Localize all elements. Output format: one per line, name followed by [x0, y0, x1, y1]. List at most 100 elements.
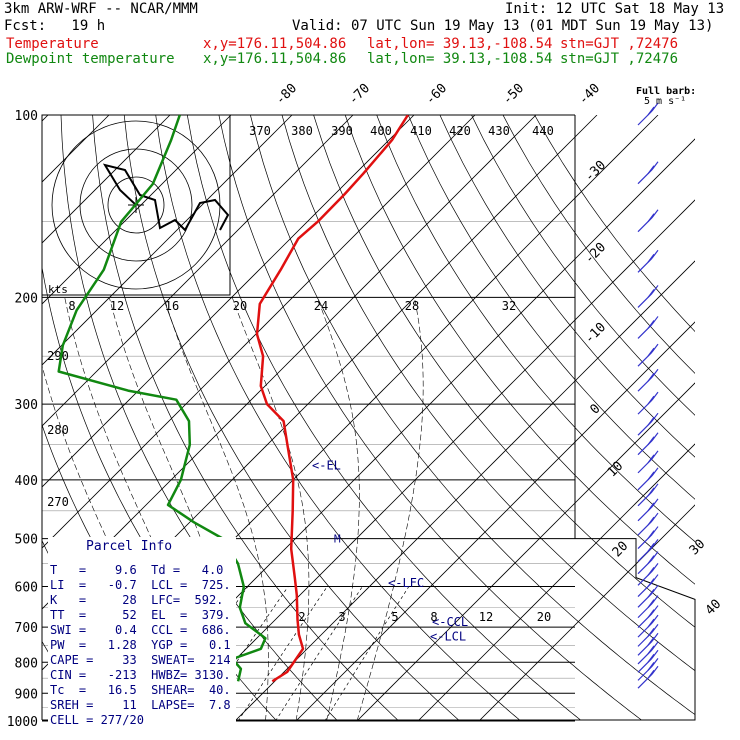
parcel-marker: M: [334, 533, 341, 546]
wind-barb: [637, 368, 659, 392]
hodograph-speed-label: 16: [165, 299, 179, 313]
theta-label: 410: [410, 124, 432, 138]
isotherm-label: -10: [582, 320, 609, 347]
parcel-info-row: CAPE = 33 SWEAT= 214: [50, 653, 231, 667]
level-marker-el: <-EL: [312, 459, 341, 473]
isotherm-label: -80: [273, 81, 300, 108]
wind-barb: [637, 285, 659, 308]
pressure-tick-label: 900: [15, 687, 38, 702]
parcel-info-row: Tc = 16.5 SHEAR= 40.: [50, 683, 231, 697]
dry-adiabat: [407, 115, 695, 500]
dry-adiabat: [344, 115, 695, 585]
dry-adiabat: [534, 115, 695, 332]
hodograph-speed-label: 32: [502, 299, 516, 313]
hodograph-speed-label: 28: [405, 299, 419, 313]
isotherm-line: [479, 504, 695, 720]
pressure-tick-label: 600: [15, 581, 38, 596]
parcel-info-row: SWI = 0.4 CCL = 686.: [50, 623, 231, 637]
parcel-info-row: PW = 1.28 YGP = 0.1: [50, 638, 231, 652]
mixing-ratio-label: 8: [430, 610, 437, 624]
isotherm-line: [357, 382, 695, 720]
wind-barb: [637, 483, 659, 507]
series-line-dewpoint: [57, 115, 267, 682]
temperature-xy: x,y=176.11,504.86: [203, 36, 347, 52]
wind-barb: [637, 512, 659, 536]
dry-adiabat: [123, 115, 460, 720]
wind-barbs: [637, 102, 659, 689]
theta-label: 400: [370, 124, 392, 138]
wind-barb: [637, 624, 659, 647]
hodograph-speed-label: 24: [314, 299, 328, 313]
mixing-ratio-label: 5: [391, 610, 398, 624]
dry-adiabat: [218, 115, 643, 720]
wind-barb: [637, 641, 659, 665]
parcel-info-row: SREH = 11 LAPSE= 7.8: [50, 698, 231, 712]
theta-label: 380: [291, 124, 313, 138]
wind-barb: [637, 665, 659, 689]
barb-legend-units: 5 m s⁻¹: [644, 96, 686, 107]
isotherm-line: [235, 260, 695, 720]
theta-label: 420: [449, 124, 471, 138]
dewpoint-latlon: lat,lon= 39.13,-108.54: [367, 51, 553, 67]
dewpoint-station: stn=GJT ,72476: [560, 51, 679, 67]
wind-barb: [637, 450, 659, 474]
wind-barb: [637, 209, 659, 233]
isotherm-line: [418, 443, 695, 720]
isotherm-label: 20: [610, 539, 632, 561]
dry-adiabat: [502, 115, 695, 374]
level-marker-lfc: <-LFC: [388, 576, 424, 590]
wind-barb: [637, 605, 659, 628]
wind-barb: [637, 526, 659, 550]
wind-barb: [637, 584, 659, 608]
level-marker-ccl: <-CCL: [432, 615, 468, 629]
hodograph-speed-label: 20: [233, 299, 247, 313]
mixing-ratio-line: [238, 586, 328, 720]
wind-barb: [637, 562, 659, 586]
pressure-tick-label: 400: [15, 474, 38, 489]
isotherm-label: -40: [576, 81, 603, 108]
isotherm-label: -50: [500, 81, 527, 108]
wind-barb: [637, 391, 659, 415]
isotherm-line: [42, 115, 232, 305]
isotherm-label: 30: [687, 537, 709, 559]
parcel-info-row: LI = -0.7 LCL = 725.: [50, 578, 231, 592]
wind-barb: [637, 467, 659, 491]
parcel-info-box: Parcel Info T = 9.6 Td = 4.0 LI = -0.7 L…: [48, 537, 236, 729]
parcel-info-row: TT = 52 EL = 379.: [50, 608, 231, 622]
barb-legend-title: Full barb:: [636, 86, 696, 97]
pressure-tick-label: 200: [15, 291, 38, 306]
hodograph-units: kts: [48, 283, 68, 296]
parcel-level-markers: <-EL <-LFC <-CCL<-LCL M: [312, 459, 468, 644]
temperature-legend: Temperature: [6, 36, 99, 52]
moist-adiabat: [163, 297, 269, 720]
hodograph-speed-label: 8: [68, 299, 75, 313]
wind-barb: [637, 574, 659, 597]
mixing-ratio-line: [275, 586, 363, 720]
pressure-tick-label: 500: [15, 533, 38, 548]
parcel-info-row: K = 28 LFC= 592.: [50, 593, 224, 607]
wind-barb: [637, 249, 659, 273]
init-time: Init: 12 UTC Sat 18 May 13: [505, 1, 725, 17]
parcel-info-row: CELL = 277/20: [50, 713, 144, 727]
model-title: 3km ARW-WRF -- NCAR/MMM: [4, 1, 198, 17]
hodograph-trace: [102, 163, 230, 232]
pressure-tick-label: 100: [15, 109, 38, 124]
isotherm-label: -60: [423, 81, 450, 108]
wind-barb: [637, 316, 659, 339]
theta-label: 390: [331, 124, 353, 138]
dry-adiabat: [439, 115, 695, 458]
valid-time: Valid: 07 UTC Sun 19 May 13 (01 MDT Sun …: [292, 18, 714, 34]
mixing-ratio-line: [325, 586, 410, 720]
isotherm-label: -30: [582, 158, 609, 185]
mixing-ratio-label: 12: [479, 610, 493, 624]
hodograph-speed-label: 12: [110, 299, 124, 313]
isotherm-label: -70: [346, 81, 373, 108]
isotherm-line: [42, 115, 354, 427]
wind-barb: [637, 595, 659, 619]
mixing-ratio-label: 20: [537, 610, 551, 624]
dry-adiabat: [281, 115, 695, 672]
hodograph-frame: [41, 114, 231, 296]
theta-label: 270: [47, 495, 69, 509]
